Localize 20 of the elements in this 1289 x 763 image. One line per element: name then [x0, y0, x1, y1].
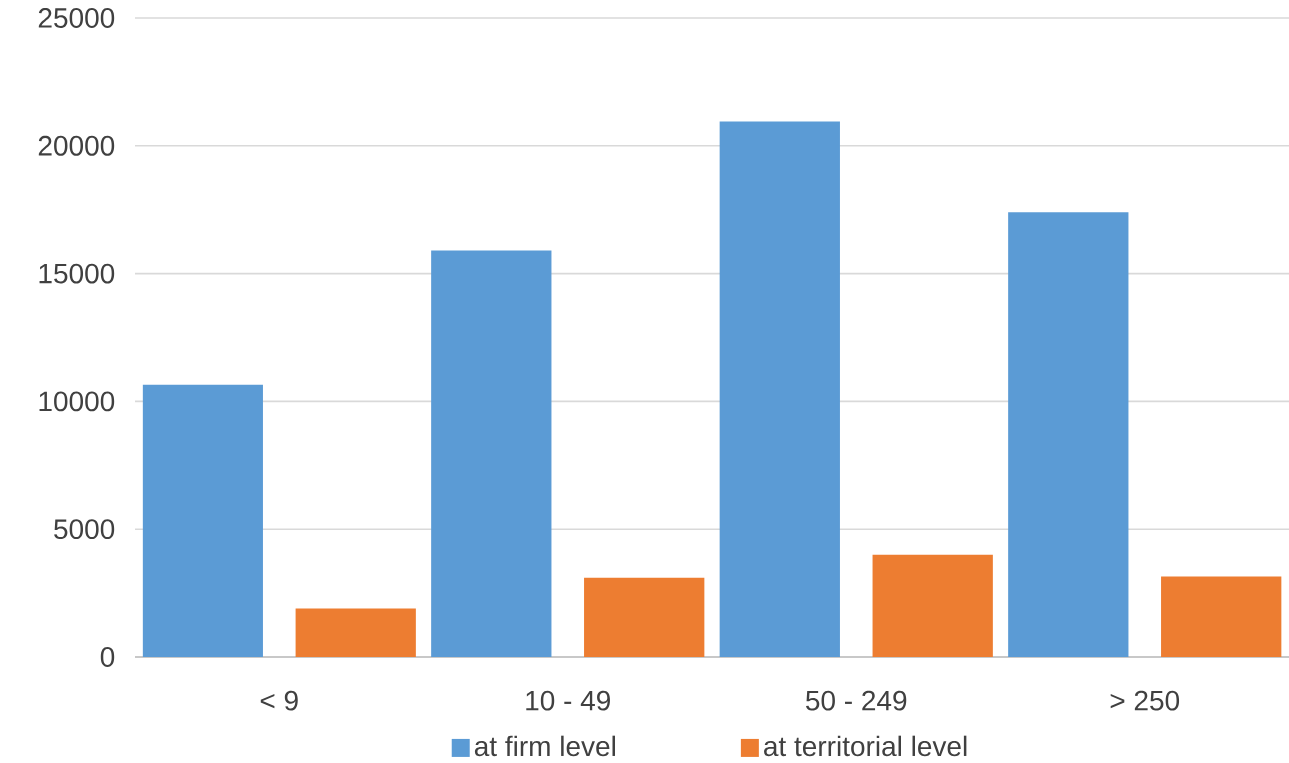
bar	[431, 250, 552, 657]
legend-label: at territorial level	[764, 735, 967, 757]
x-tick-label: < 9	[260, 690, 298, 711]
bar	[1008, 212, 1129, 657]
x-tick-label: 50 - 249	[806, 690, 907, 711]
y-tick-label: 25000	[38, 8, 115, 28]
bar	[295, 608, 416, 657]
bar	[872, 554, 993, 657]
legend-label: at firm level	[474, 735, 615, 757]
bar	[142, 384, 263, 657]
x-tick-label: > 250	[1110, 690, 1180, 711]
y-tick-label: 15000	[39, 263, 115, 284]
y-tick-label: 5000	[54, 519, 115, 540]
bar	[719, 121, 840, 657]
bar	[584, 577, 705, 657]
y-tick-label: 20000	[38, 135, 115, 156]
y-tick-label: 10000	[39, 391, 115, 412]
bar	[1161, 576, 1282, 657]
y-tick-label: 0	[100, 647, 115, 667]
x-tick-label: 10 - 49	[526, 690, 610, 711]
